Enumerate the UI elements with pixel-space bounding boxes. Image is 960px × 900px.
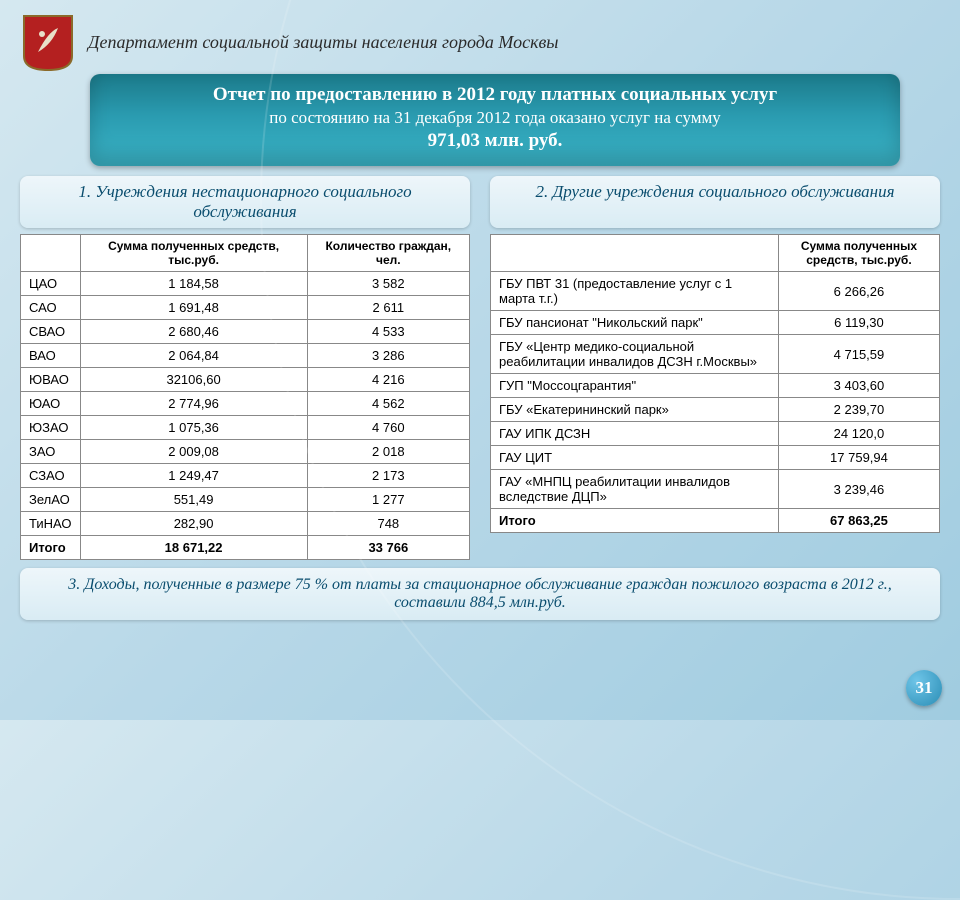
districts-cell: ЗелАО	[21, 488, 81, 512]
districts-cell: 282,90	[80, 512, 307, 536]
districts-cell: СЗАО	[21, 464, 81, 488]
districts-cell: ЗАО	[21, 440, 81, 464]
districts-cell: СВАО	[21, 320, 81, 344]
districts-col-0	[21, 235, 81, 272]
districts-cell: ЮВАО	[21, 368, 81, 392]
districts-cell: ВАО	[21, 344, 81, 368]
districts-cell: 2 774,96	[80, 392, 307, 416]
districts-cell: 32106,60	[80, 368, 307, 392]
districts-cell: 1 249,47	[80, 464, 307, 488]
districts-cell: ЮЗАО	[21, 416, 81, 440]
decorative-arc	[260, 0, 960, 900]
districts-cell: САО	[21, 296, 81, 320]
districts-cell: 1 075,36	[80, 416, 307, 440]
districts-cell: 2 064,84	[80, 344, 307, 368]
districts-cell: ТиНАО	[21, 512, 81, 536]
page-number-badge: 31	[906, 670, 942, 706]
districts-cell: 18 671,22	[80, 536, 307, 560]
moscow-emblem-icon	[20, 12, 76, 72]
districts-cell: Итого	[21, 536, 81, 560]
districts-cell: ЦАО	[21, 272, 81, 296]
districts-cell: 551,49	[80, 488, 307, 512]
districts-cell: 2 009,08	[80, 440, 307, 464]
districts-cell: ЮАО	[21, 392, 81, 416]
